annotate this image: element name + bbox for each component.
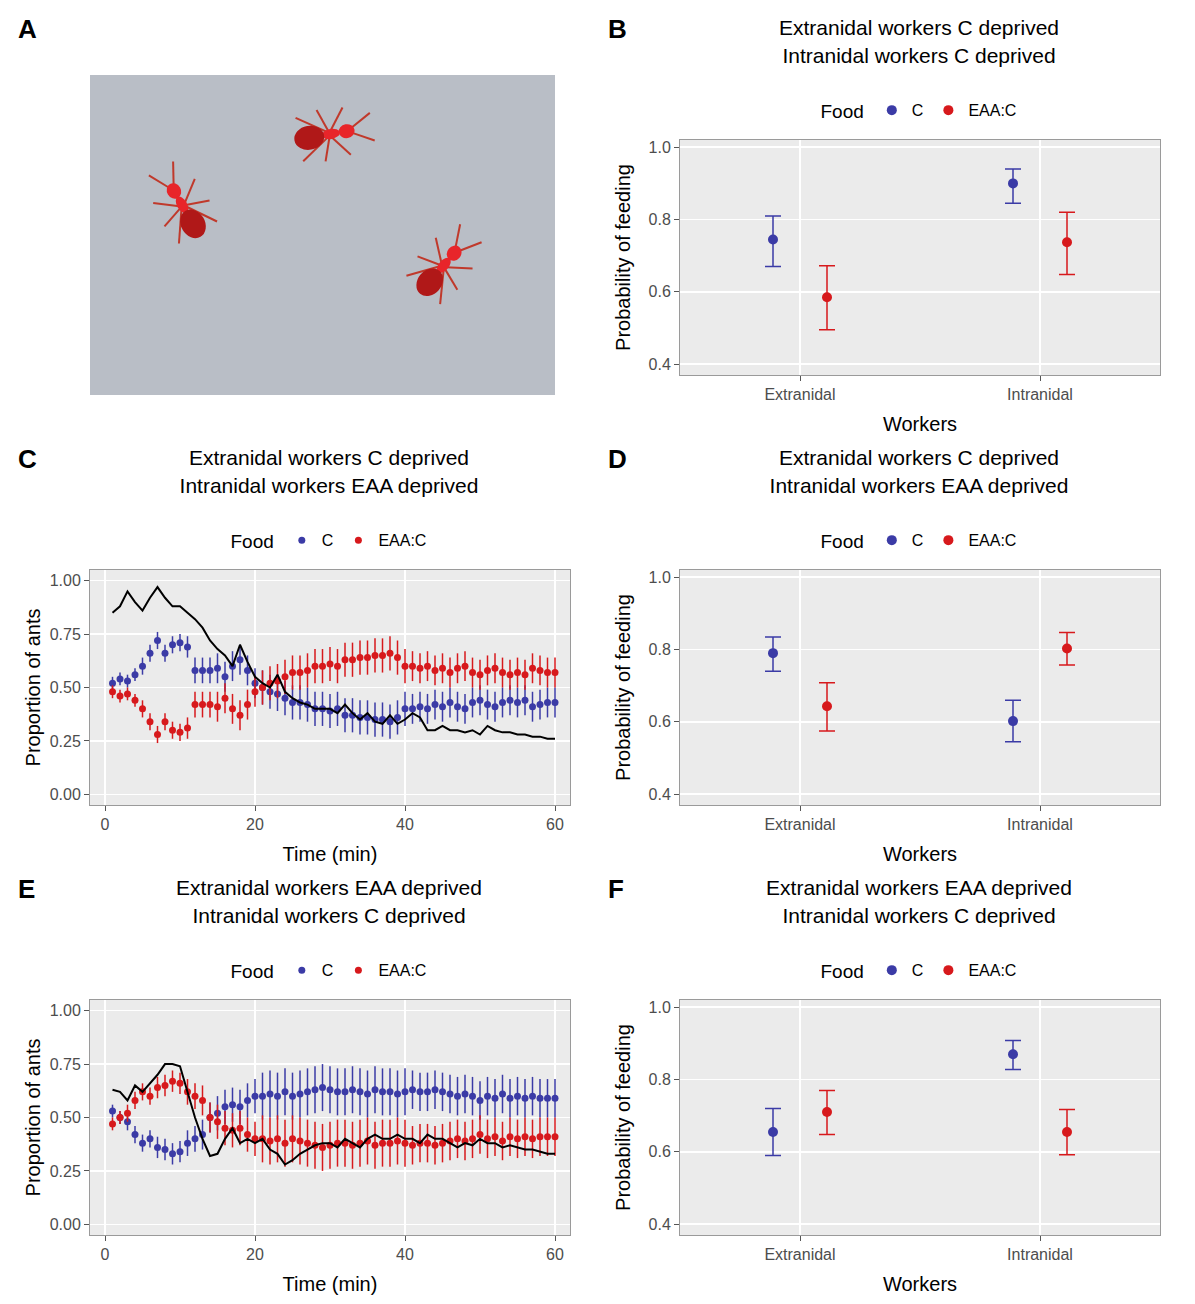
svg-text:Extranidal workers C deprivedI: Extranidal workers C deprivedIntranidal … <box>770 446 1069 496</box>
svg-text:Time (min): Time (min) <box>283 1273 378 1295</box>
svg-text:0.75: 0.75 <box>50 1056 81 1073</box>
svg-text:40: 40 <box>396 816 414 833</box>
svg-text:0.4: 0.4 <box>649 1216 671 1233</box>
svg-text:C: C <box>322 962 334 979</box>
svg-text:20: 20 <box>246 1246 264 1263</box>
svg-text:Proportion of ants: Proportion of ants <box>22 1039 44 1197</box>
svg-text:0.25: 0.25 <box>50 1163 81 1180</box>
svg-text:0.8: 0.8 <box>649 1071 671 1088</box>
svg-text:Probability of feeding: Probability of feeding <box>612 594 634 781</box>
svg-text:EAA:C: EAA:C <box>378 962 426 979</box>
svg-text:Extranidal workers C deprivedI: Extranidal workers C deprivedIntranidal … <box>180 446 479 496</box>
svg-text:Probability of feeding: Probability of feeding <box>612 1024 634 1211</box>
svg-text:EAA:C: EAA:C <box>378 532 426 549</box>
html-text:F: F <box>608 874 624 904</box>
svg-text:0.8: 0.8 <box>649 211 671 228</box>
svg-text:Intranidal: Intranidal <box>1007 386 1073 403</box>
svg-text:Food: Food <box>821 961 864 982</box>
html-text:B: B <box>608 14 627 44</box>
svg-text:20: 20 <box>246 816 264 833</box>
svg-text:EAA:C: EAA:C <box>968 102 1016 119</box>
svg-text:0.00: 0.00 <box>50 1216 81 1233</box>
svg-text:0.4: 0.4 <box>649 786 671 803</box>
svg-text:0.6: 0.6 <box>649 283 671 300</box>
svg-text:Extranidal: Extranidal <box>764 1246 835 1263</box>
svg-text:1.0: 1.0 <box>649 569 671 586</box>
svg-text:0.6: 0.6 <box>649 1143 671 1160</box>
html-text:C: C <box>18 444 37 474</box>
svg-text:C: C <box>912 532 924 549</box>
svg-text:0.4: 0.4 <box>649 356 671 373</box>
svg-text:0.75: 0.75 <box>50 626 81 643</box>
svg-text:Food: Food <box>821 531 864 552</box>
svg-text:EAA:C: EAA:C <box>968 532 1016 549</box>
svg-text:Workers: Workers <box>883 843 957 865</box>
svg-text:60: 60 <box>546 1246 564 1263</box>
svg-text:1.0: 1.0 <box>649 999 671 1016</box>
svg-text:Workers: Workers <box>883 1273 957 1295</box>
svg-text:1.00: 1.00 <box>50 1002 81 1019</box>
svg-text:C: C <box>322 532 334 549</box>
svg-text:Extranidal: Extranidal <box>764 816 835 833</box>
svg-text:0.50: 0.50 <box>50 1109 81 1126</box>
svg-text:C: C <box>912 962 924 979</box>
svg-text:Food: Food <box>231 961 274 982</box>
html-text:D: D <box>608 444 627 474</box>
svg-text:0.6: 0.6 <box>649 713 671 730</box>
svg-text:C: C <box>912 102 924 119</box>
svg-text:1.00: 1.00 <box>50 572 81 589</box>
svg-text:Intranidal: Intranidal <box>1007 1246 1073 1263</box>
svg-text:0.25: 0.25 <box>50 733 81 750</box>
svg-text:Extranidal workers EAA deprive: Extranidal workers EAA deprivedIntranida… <box>766 876 1072 926</box>
svg-text:0.8: 0.8 <box>649 641 671 658</box>
svg-text:Time (min): Time (min) <box>283 843 378 865</box>
svg-text:Workers: Workers <box>883 413 957 435</box>
svg-text:Extranidal workers EAA deprive: Extranidal workers EAA deprivedIntranida… <box>176 876 482 926</box>
svg-text:Intranidal: Intranidal <box>1007 816 1073 833</box>
svg-text:Proportion of ants: Proportion of ants <box>22 609 44 767</box>
svg-text:Extranidal: Extranidal <box>764 386 835 403</box>
svg-text:Extranidal workers C deprivedI: Extranidal workers C deprivedIntranidal … <box>779 16 1059 66</box>
svg-text:0.50: 0.50 <box>50 679 81 696</box>
html-text:E: E <box>18 874 36 904</box>
svg-text:0: 0 <box>101 816 110 833</box>
svg-text:Food: Food <box>821 101 864 122</box>
svg-text:60: 60 <box>546 816 564 833</box>
svg-text:Food: Food <box>231 531 274 552</box>
svg-text:40: 40 <box>396 1246 414 1263</box>
svg-text:Probability of feeding: Probability of feeding <box>612 164 634 351</box>
svg-text:0: 0 <box>101 1246 110 1263</box>
html-text:A: A <box>18 14 37 44</box>
svg-text:0.00: 0.00 <box>50 786 81 803</box>
svg-text:EAA:C: EAA:C <box>968 962 1016 979</box>
svg-text:1.0: 1.0 <box>649 139 671 156</box>
